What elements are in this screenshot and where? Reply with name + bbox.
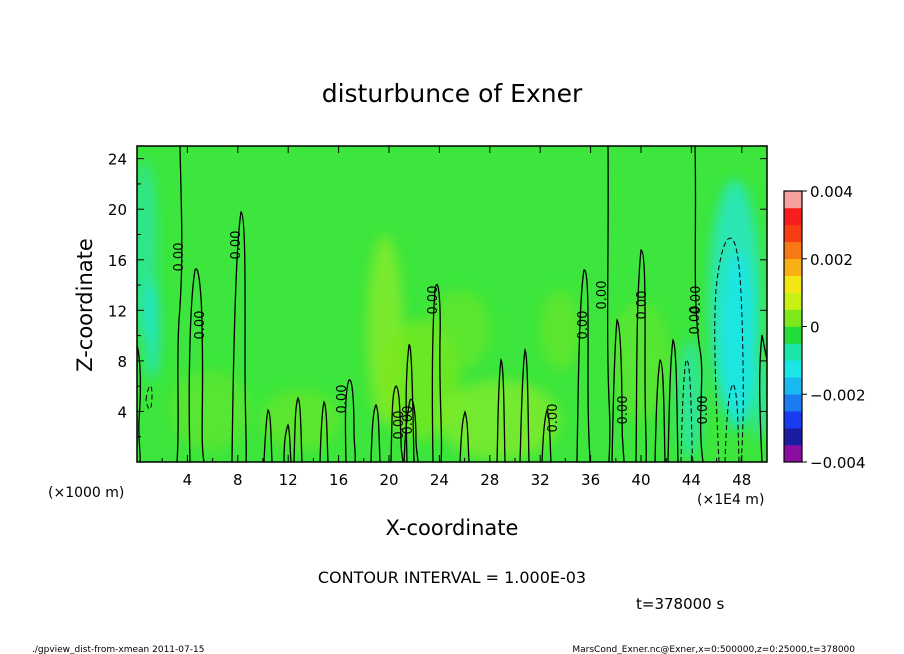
y-axis: 4 8 12 16 20 24: [108, 151, 767, 438]
x-tick-label: 36: [581, 471, 600, 489]
contour-label: 0.00: [696, 396, 711, 425]
footer-right: MarsCond_Exner.nc@Exner,x=0:500000,z=0:2…: [572, 645, 855, 654]
footer-left: ./gpview_dist-from-xmean 2011-07-15: [32, 645, 204, 654]
contour-label: 0.00: [392, 411, 407, 440]
x-tick-label: 16: [329, 471, 348, 489]
y-tick-label: 8: [117, 353, 127, 371]
x-tick-label: 40: [631, 471, 650, 489]
contour-label: 0.00: [401, 406, 416, 435]
colorbar-swatch: [784, 292, 802, 310]
colorbar-tick-label: 0.002: [810, 251, 853, 269]
colorbar-swatch: [784, 275, 802, 293]
contour-label: 0.00: [616, 396, 631, 425]
time-text: t=378000 s: [636, 595, 724, 613]
contour-interval-text: CONTOUR INTERVAL = 1.000E-03: [318, 568, 586, 587]
colorbar-swatch: [784, 326, 802, 344]
y-tick-label: 16: [108, 252, 127, 270]
colorbar-swatch: [784, 241, 802, 260]
colorbar-swatch: [784, 343, 802, 361]
y-axis-label: Z-coordinate: [73, 238, 97, 372]
colorbar-tick-label: −0.002: [810, 386, 866, 404]
colorbar-swatch: [784, 445, 802, 463]
colorbar-tick-label: 0.004: [810, 183, 853, 201]
x-unit-left: (×1000 m): [48, 485, 124, 501]
y-tick-label: 4: [117, 403, 127, 421]
x-tick-label: 44: [682, 471, 701, 489]
x-tick-label: 24: [430, 471, 449, 489]
x-unit-right: (×1E4 m): [697, 492, 764, 508]
x-tick-label: 48: [732, 471, 751, 489]
colorbar: 0.004 0.002 0 −0.002 −0.004: [783, 183, 866, 472]
colorbar-swatch: [784, 309, 802, 327]
colorbar-swatch: [784, 428, 802, 446]
x-tick-label: 4: [183, 471, 193, 489]
contour-label: 0.00: [229, 231, 244, 260]
colorbar-swatch: [784, 207, 802, 226]
colorbar-tick-label: −0.004: [810, 454, 866, 472]
contour-label: 0.00: [635, 291, 650, 320]
y-tick-label: 20: [108, 201, 127, 219]
contour-label: 0.00: [426, 286, 441, 315]
colorbar-swatch: [784, 377, 802, 395]
x-tick-label: 12: [279, 471, 298, 489]
colorbar-swatch: [784, 411, 802, 429]
contour-label: 0.00: [576, 311, 591, 340]
colorbar-swatch: [784, 224, 802, 243]
x-axis: 4 8 12 16 20 24 28 32 36 40 44 48: [161, 146, 751, 489]
x-tick-label: 32: [531, 471, 550, 489]
contour-label: 0.00: [172, 243, 187, 272]
plot-area: 0.00 0.000.000.000.000.000.00 0.000.000.00…: [137, 146, 767, 462]
contour-label: 0.00: [595, 281, 610, 310]
x-tick-label: 20: [379, 471, 398, 489]
colorbar-swatch: [784, 394, 802, 412]
colorbar-swatch: [784, 360, 802, 378]
x-tick-label: 8: [233, 471, 243, 489]
chart-title: disturbunce of Exner: [322, 79, 583, 108]
colorbar-tick-label: 0: [810, 319, 820, 337]
contour-label: 0.00: [546, 404, 561, 433]
contour-label: 0.00: [193, 311, 208, 340]
colorbar-swatch: [784, 191, 802, 209]
colorbar-swatch: [784, 258, 802, 276]
x-tick-label: 28: [480, 471, 499, 489]
x-axis-label: X-coordinate: [386, 516, 519, 540]
contour-label: 0.00: [689, 286, 704, 315]
y-tick-label: 12: [108, 302, 127, 320]
y-tick-label: 24: [108, 151, 127, 169]
contour-label: 0.00: [335, 385, 350, 414]
contour-label: 0.00: [688, 306, 703, 335]
